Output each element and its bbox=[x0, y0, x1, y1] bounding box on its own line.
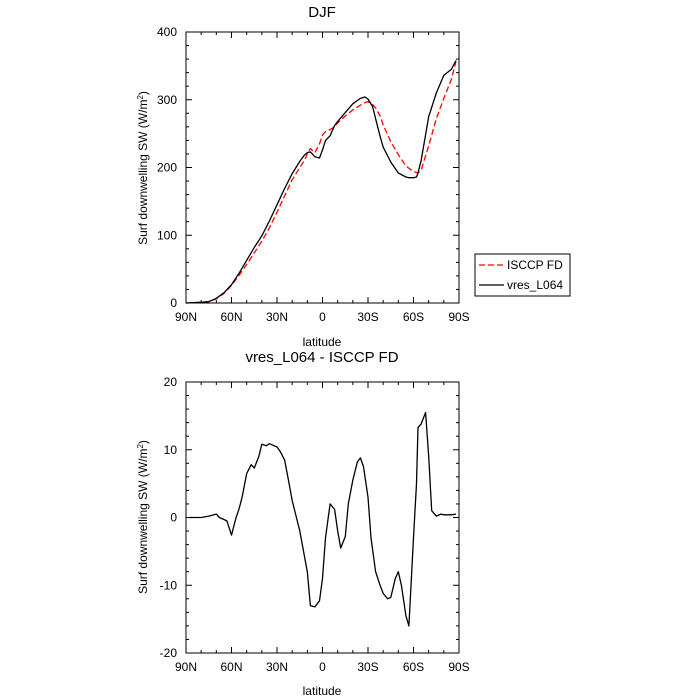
x-tick-label: 90N bbox=[175, 310, 197, 324]
y-tick-label: 200 bbox=[157, 161, 177, 175]
legend-box bbox=[474, 253, 571, 297]
x-axis-label: latitude bbox=[303, 335, 342, 349]
y-tick-label: -10 bbox=[160, 578, 178, 592]
x-tick-label: 30S bbox=[357, 660, 378, 674]
y-tick-label: 100 bbox=[157, 228, 177, 242]
series-line-vres-l064 bbox=[185, 60, 457, 304]
y-tick-label: 400 bbox=[157, 25, 177, 39]
y-tick-label: 20 bbox=[164, 375, 178, 389]
x-tick-label: 60N bbox=[220, 310, 242, 324]
series-line-isccp-fd bbox=[185, 60, 457, 304]
y-axis-label: Surf downwelling SW (W/m2) bbox=[136, 440, 151, 594]
x-axis-label: latitude bbox=[303, 684, 342, 698]
x-tick-label: 90S bbox=[448, 310, 469, 324]
x-tick-label: 30S bbox=[357, 310, 378, 324]
legend: ISCCP FD vres_L064 bbox=[474, 253, 571, 297]
plot-frame bbox=[185, 381, 460, 654]
x-tick-label: 0 bbox=[319, 310, 326, 324]
y-tick-label: -20 bbox=[160, 646, 178, 660]
marks-layer: 90N 60N 30N 0 30S 60S 90S 0 100 200 300 400 bbox=[157, 25, 470, 324]
x-tick-label: 90N bbox=[175, 660, 197, 674]
x-tick-label: 60N bbox=[220, 660, 242, 674]
y-tick-label: 300 bbox=[157, 93, 177, 107]
series-line-vres-l064-isccp-fd bbox=[189, 411, 457, 627]
y-axis-label: Surf downwelling SW (W/m2) bbox=[136, 91, 151, 245]
y-tick-label: 0 bbox=[170, 511, 177, 525]
panel-djf: DJF 90N 60N 30N 0 30S 60S 90S 0 100 200 300 400 lat… bbox=[136, 4, 571, 349]
x-tick-label: 60S bbox=[403, 660, 424, 674]
chart-title: DJF bbox=[308, 4, 336, 21]
x-tick-label: 90S bbox=[448, 660, 469, 674]
chart-title: vres_L064 - ISCCP FD bbox=[245, 349, 398, 366]
y-tick-label: 10 bbox=[164, 443, 178, 457]
y-tick-label: 0 bbox=[170, 296, 177, 310]
panel-difference: vres_L064 - ISCCP FD 90N 60N 30N 0 30S 60S 90S… bbox=[136, 349, 470, 698]
plot-frame bbox=[185, 31, 460, 304]
x-tick-label: 0 bbox=[319, 660, 326, 674]
legend-label-vres: vres_L064 bbox=[507, 278, 563, 292]
x-tick-label: 60S bbox=[403, 310, 424, 324]
x-tick-label: 30N bbox=[266, 660, 288, 674]
x-tick-label: 30N bbox=[266, 310, 288, 324]
legend-label-isccp: ISCCP FD bbox=[507, 258, 563, 272]
marks-layer: 90N 60N 30N 0 30S 60S 90S -20 -10 0 10 20 bbox=[160, 375, 470, 674]
